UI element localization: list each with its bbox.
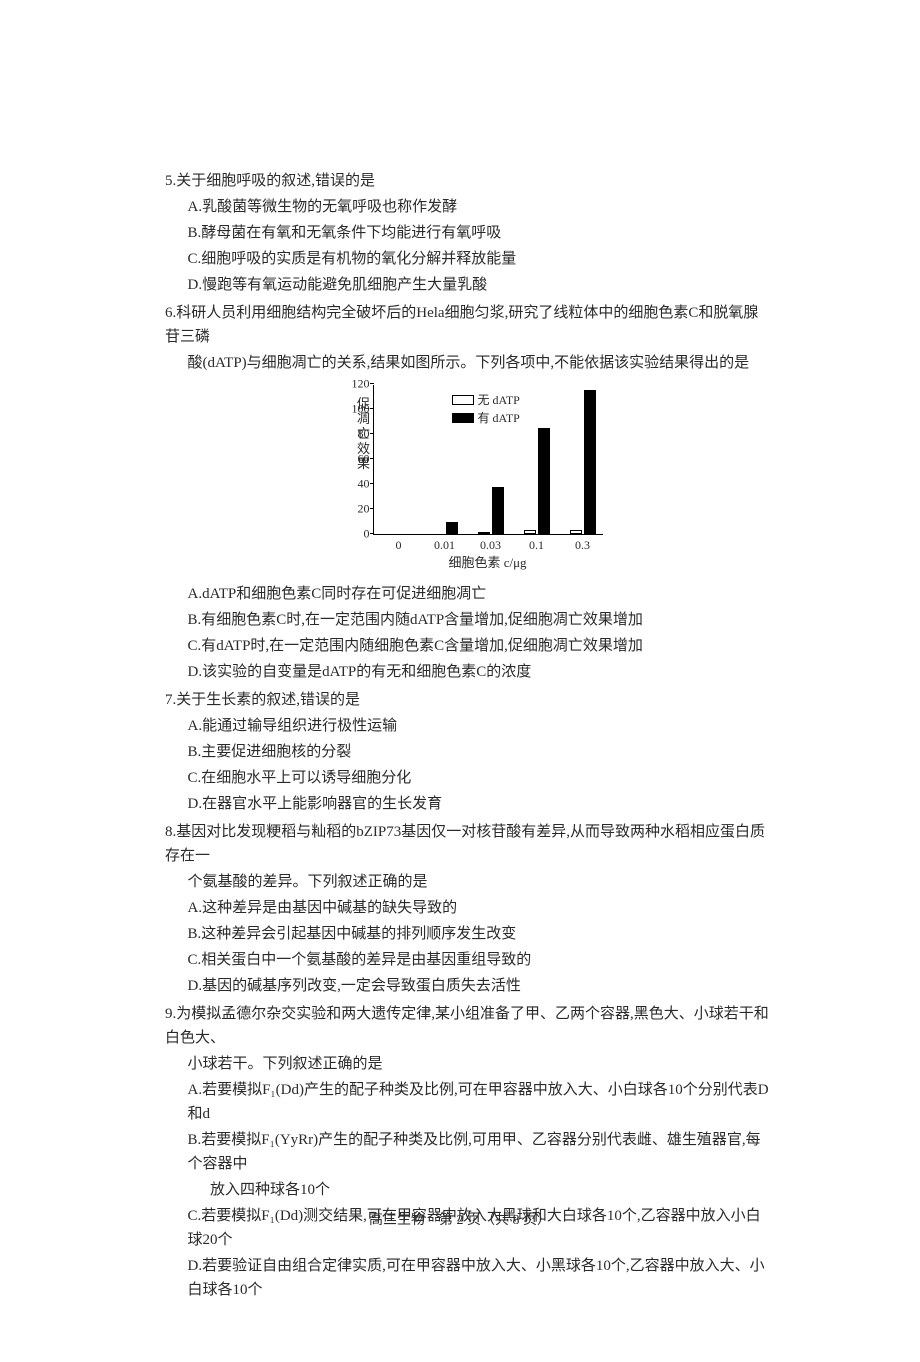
q5-opt-d: D.慢跑等有氧运动能避免肌细胞产生大量乳酸 bbox=[165, 273, 770, 297]
q8-opt-d: D.基因的碱基序列改变,一定会导致蛋白质失去活性 bbox=[165, 974, 770, 998]
chart-xtick: 0.3 bbox=[575, 536, 590, 555]
chart-ytick: 40 bbox=[346, 474, 370, 493]
legend-swatch-open bbox=[452, 395, 474, 405]
chart-ytick: 20 bbox=[346, 499, 370, 518]
chart-legend: 无 dATP 有 dATP bbox=[452, 391, 520, 427]
q7-opt-d: D.在器官水平上能影响器官的生长发育 bbox=[165, 792, 770, 816]
q8-opt-a: A.这种差异是由基因中碱基的缺失导致的 bbox=[165, 896, 770, 920]
q8-stem-line2: 个氨基酸的差异。下列叙述正确的是 bbox=[165, 870, 770, 894]
chart-ytick: 0 bbox=[346, 524, 370, 543]
q6-stem-line1: 6.科研人员利用细胞结构完全破坏后的Hela细胞匀浆,研究了线粒体中的细胞色素C… bbox=[165, 301, 770, 349]
page-footer: 高三生物 第 2 页（共 8 页） bbox=[0, 1210, 920, 1232]
q9-opt-d: D.若要验证自由组合定律实质,可在甲容器中放入大、小黑球各10个,乙容器中放入大… bbox=[165, 1254, 770, 1302]
q5-opt-c: C.细胞呼吸的实质是有机物的氧化分解并释放能量 bbox=[165, 247, 770, 271]
bar-yes-datp bbox=[538, 428, 550, 534]
q7-opt-a: A.能通过输导组织进行极性运输 bbox=[165, 714, 770, 738]
legend-no-label: 无 dATP bbox=[478, 391, 520, 409]
legend-yes-label: 有 dATP bbox=[478, 409, 520, 427]
q9-opt-a: A.若要模拟F₁(Dd)产生的配子种类及比例,可在甲容器中放入大、小白球各10个… bbox=[165, 1078, 770, 1126]
q7-stem: 7.关于生长素的叙述,错误的是 bbox=[165, 688, 770, 712]
q5-stem: 5.关于细胞呼吸的叙述,错误的是 bbox=[165, 169, 770, 193]
chart-ytick: 120 bbox=[346, 374, 370, 393]
q8-stem-line1: 8.基因对比发现粳稻与籼稻的bZIP73基因仅一对核苷酸有差异,从而导致两种水稻… bbox=[165, 820, 770, 868]
chart-ytick: 80 bbox=[346, 424, 370, 443]
legend-swatch-solid bbox=[452, 413, 474, 423]
chart-x-label: 细胞色素 c/μg bbox=[373, 553, 603, 574]
q6-opt-d: D.该实验的自变量是dATP的有无和细胞色素C的浓度 bbox=[165, 660, 770, 684]
bar-no-datp bbox=[524, 530, 536, 534]
q6-opt-a: A.dATP和细胞色素C同时存在可促进细胞凋亡 bbox=[165, 582, 770, 606]
q6-opt-c: C.有dATP时,在一定范围内随细胞色素C含量增加,促细胞凋亡效果增加 bbox=[165, 634, 770, 658]
q9-stem-line1: 9.为模拟孟德尔杂交实验和两大遗传定律,某小组准备了甲、乙两个容器,黑色大、小球… bbox=[165, 1002, 770, 1050]
exam-page: 5.关于细胞呼吸的叙述,错误的是 A.乳酸菌等微生物的无氧呼吸也称作发酵 B.酵… bbox=[0, 0, 920, 1362]
q8-opt-c: C.相关蛋白中一个氨基酸的差异是由基因重组导致的 bbox=[165, 948, 770, 972]
chart-xtick: 0.1 bbox=[529, 536, 544, 555]
q7-opt-b: B.主要促进细胞核的分裂 bbox=[165, 740, 770, 764]
bar-chart: 促凋亡效果 无 dATP 有 dATP 02040608010012000.01… bbox=[333, 385, 603, 574]
chart-xtick: 0.03 bbox=[480, 536, 501, 555]
bar-yes-datp bbox=[446, 522, 458, 535]
q9-opt-b-line2: 放入四种球各10个 bbox=[165, 1178, 770, 1202]
q8-opt-b: B.这种差异会引起基因中碱基的排列顺序发生改变 bbox=[165, 922, 770, 946]
chart-ytick: 60 bbox=[346, 449, 370, 468]
bar-no-datp bbox=[570, 530, 582, 534]
chart-xtick: 0.01 bbox=[434, 536, 455, 555]
q9-stem-line2: 小球若干。下列叙述正确的是 bbox=[165, 1052, 770, 1076]
chart-xtick: 0 bbox=[396, 536, 402, 555]
legend-yes-datp: 有 dATP bbox=[452, 409, 520, 427]
q7-opt-c: C.在细胞水平上可以诱导细胞分化 bbox=[165, 766, 770, 790]
q9-opt-b-line1: B.若要模拟F₁(YyRr)产生的配子种类及比例,可用甲、乙容器分别代表雌、雄生… bbox=[165, 1128, 770, 1176]
bar-yes-datp bbox=[492, 487, 504, 535]
bar-no-datp bbox=[478, 532, 490, 535]
q5-opt-a: A.乳酸菌等微生物的无氧呼吸也称作发酵 bbox=[165, 195, 770, 219]
q6-stem-line2: 酸(dATP)与细胞凋亡的关系,结果如图所示。下列各项中,不能依据该实验结果得出… bbox=[165, 351, 770, 375]
bar-yes-datp bbox=[584, 390, 596, 534]
q6-opt-b: B.有细胞色素C时,在一定范围内随dATP含量增加,促细胞凋亡效果增加 bbox=[165, 608, 770, 632]
q5-opt-b: B.酵母菌在有氧和无氧条件下均能进行有氧呼吸 bbox=[165, 221, 770, 245]
legend-no-datp: 无 dATP bbox=[452, 391, 520, 409]
chart-plot-area: 促凋亡效果 无 dATP 有 dATP 02040608010012000.01… bbox=[373, 385, 603, 535]
chart-ytick: 100 bbox=[346, 399, 370, 418]
